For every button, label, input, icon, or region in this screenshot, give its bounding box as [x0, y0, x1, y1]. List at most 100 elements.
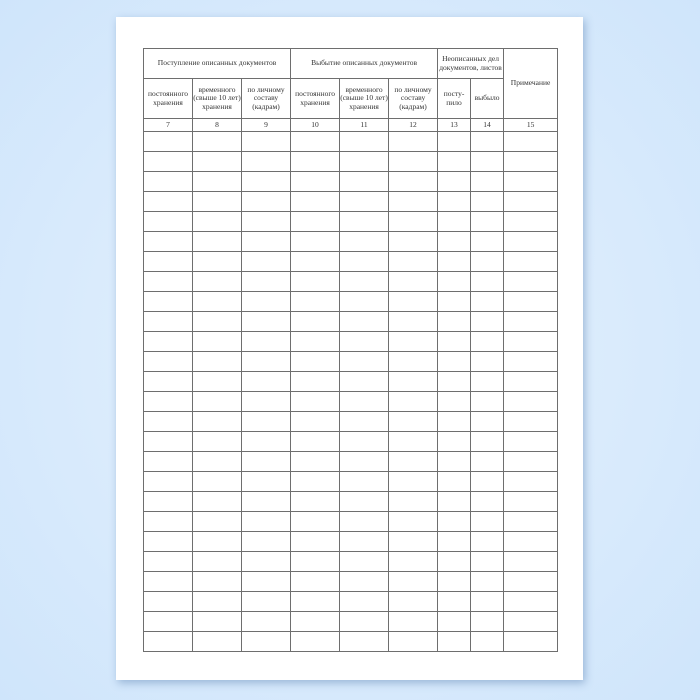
- table-cell: [470, 151, 505, 172]
- table-cell: [290, 491, 341, 512]
- table-cell: [388, 211, 439, 232]
- table-cell: [339, 611, 390, 632]
- table-cell: [290, 551, 341, 572]
- table-cell: [388, 451, 439, 472]
- table-cell: [503, 491, 559, 512]
- table-cell: [240, 151, 292, 172]
- table-cell: [470, 611, 505, 632]
- header-disposal-personnel: по личному составу (кадрам): [388, 78, 439, 119]
- table-cell: [143, 611, 193, 632]
- table-cell: [290, 351, 341, 372]
- table-cell: [470, 371, 505, 392]
- table-row: [143, 591, 559, 612]
- table-cell: [192, 251, 242, 272]
- table-cell: [470, 231, 505, 252]
- table-cell: [143, 191, 193, 212]
- table-cell: [388, 571, 439, 592]
- header-disposal-temporary: временного (свыше 10 лет) хранения: [339, 78, 390, 119]
- table-cell: [503, 211, 559, 232]
- table-cell: [503, 391, 559, 412]
- table-cell: [143, 631, 193, 652]
- table-cell: [437, 211, 472, 232]
- table-cell: [192, 411, 242, 432]
- table-cell: [290, 591, 341, 612]
- table-cell: [388, 511, 439, 532]
- table-cell: [388, 291, 439, 312]
- table-cell: [437, 611, 472, 632]
- table-cell: [437, 171, 472, 192]
- table-cell: [143, 271, 193, 292]
- table-cell: [192, 631, 242, 652]
- table-cell: [470, 171, 505, 192]
- table-cell: [437, 531, 472, 552]
- table-cell: [470, 211, 505, 232]
- table-cell: [240, 371, 292, 392]
- table-cell: [503, 151, 559, 172]
- table-cell: [339, 251, 390, 272]
- table-cell: [290, 191, 341, 212]
- header-receipt: Поступление описанных документов: [142, 48, 292, 79]
- column-number: 10: [290, 118, 341, 132]
- table-cell: [192, 451, 242, 472]
- table-cell: [503, 331, 559, 352]
- table-cell: [143, 551, 193, 572]
- table-cell: [339, 391, 390, 412]
- table-cell: [240, 491, 292, 512]
- table-row: [143, 231, 559, 252]
- table-cell: [339, 451, 390, 472]
- table-cell: [470, 531, 505, 552]
- table-cell: [240, 431, 292, 452]
- table-cell: [437, 491, 472, 512]
- table-cell: [192, 491, 242, 512]
- table-cell: [192, 571, 242, 592]
- table-cell: [503, 171, 559, 192]
- table-cell: [437, 551, 472, 572]
- table-cell: [470, 571, 505, 592]
- table-cell: [388, 591, 439, 612]
- table-cell: [290, 231, 341, 252]
- table-cell: [143, 391, 193, 412]
- table-cell: [143, 531, 193, 552]
- table-cell: [290, 411, 341, 432]
- column-number: 8: [192, 118, 242, 132]
- table-cell: [290, 131, 341, 152]
- table-cell: [503, 411, 559, 432]
- table-cell: [240, 531, 292, 552]
- table-cell: [192, 511, 242, 532]
- table-cell: [143, 311, 193, 332]
- table-cell: [470, 491, 505, 512]
- table-row: [143, 451, 559, 472]
- table-cell: [143, 491, 193, 512]
- column-number: 11: [339, 118, 390, 132]
- header-disposal-permanent: постоянного хранения: [290, 78, 341, 119]
- table-cell: [470, 391, 505, 412]
- table-cell: [240, 271, 292, 292]
- table-cell: [143, 291, 193, 312]
- header-receipt-permanent: постоянного хранения: [143, 78, 193, 119]
- table-cell: [339, 551, 390, 572]
- column-number: 9: [240, 118, 292, 132]
- table-cell: [503, 511, 559, 532]
- table-cell: [339, 531, 390, 552]
- table-cell: [290, 331, 341, 352]
- table-row: [143, 271, 559, 292]
- table-cell: [143, 131, 193, 152]
- table-cell: [240, 511, 292, 532]
- table-cell: [388, 551, 439, 572]
- table-row: [143, 371, 559, 392]
- table-cell: [388, 431, 439, 452]
- table-cell: [470, 411, 505, 432]
- table-cell: [192, 131, 242, 152]
- table-cell: [192, 151, 242, 172]
- table-cell: [339, 571, 390, 592]
- header-receipt-personnel: по личному составу (кадрам): [240, 78, 292, 119]
- table-cell: [240, 231, 292, 252]
- table-cell: [503, 131, 559, 152]
- table-cell: [470, 431, 505, 452]
- table-row: [143, 491, 559, 512]
- table-cell: [240, 171, 292, 192]
- table-cell: [388, 371, 439, 392]
- table-cell: [388, 311, 439, 332]
- table-cell: [290, 391, 341, 412]
- document-page: Поступление описанных документов Выбытие…: [116, 17, 583, 680]
